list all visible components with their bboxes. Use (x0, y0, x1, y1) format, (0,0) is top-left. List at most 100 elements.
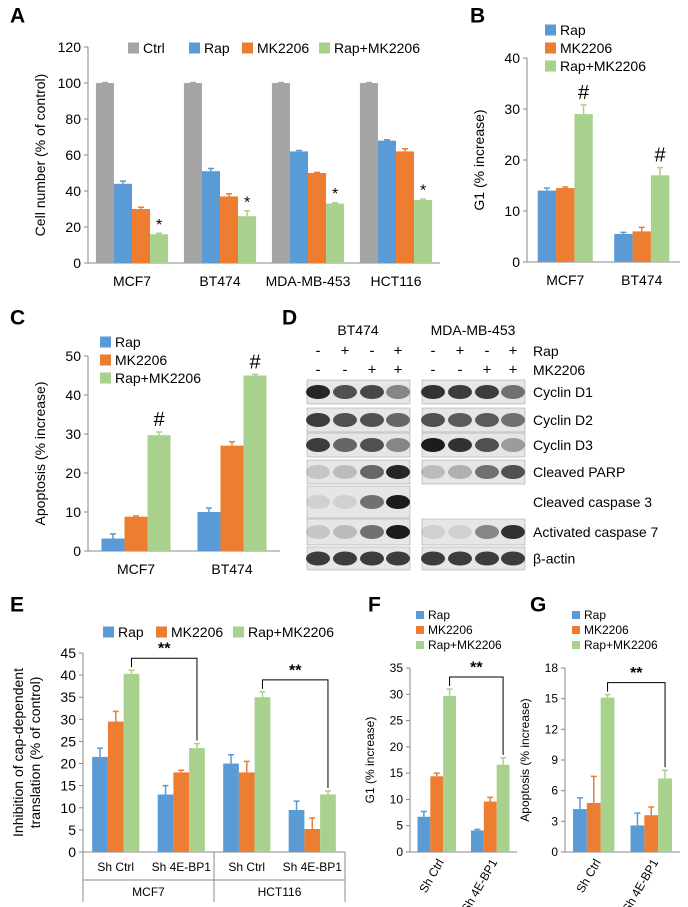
error-bar (590, 775, 597, 803)
bar (101, 538, 125, 551)
error-bar (205, 507, 212, 512)
y-tick-label: 0 (551, 845, 558, 859)
significance-mark: # (655, 145, 667, 167)
legend-label: Rap+MK2206 (115, 370, 201, 386)
x-tick-label: Sh 4E-BP1 (620, 856, 662, 907)
bar (189, 748, 205, 852)
treatment-sign: + (368, 362, 377, 379)
blot-band (360, 495, 384, 509)
blot-band (386, 465, 410, 479)
blot-band (386, 413, 410, 427)
y-tick-label: 20 (390, 740, 404, 754)
bar (173, 772, 190, 852)
legend-swatch (233, 626, 244, 638)
error-bar (193, 742, 200, 749)
error-bar (252, 373, 259, 376)
blot-band (333, 495, 357, 509)
blot-band (421, 385, 445, 399)
blot-band (421, 465, 445, 479)
blot-band (475, 438, 499, 452)
protein-label: Cyclin D2 (533, 412, 593, 428)
error-bar (433, 772, 440, 777)
bracket (449, 676, 504, 755)
blot-band (421, 525, 445, 539)
error-bar (604, 693, 611, 698)
protein-label: Activated caspase 7 (533, 524, 659, 540)
legend-swatch (242, 42, 253, 54)
error-bar (243, 760, 250, 773)
cell-line-label: MDA-MB-453 (431, 322, 516, 338)
error-bar (620, 231, 627, 234)
error-bar (474, 828, 481, 831)
bar (600, 697, 615, 852)
bar (537, 190, 557, 262)
bar (586, 802, 601, 852)
legend-label: Rap+MK2206 (428, 638, 502, 652)
y-tick-label: 20 (60, 756, 76, 772)
bar (556, 188, 575, 262)
error-bar (101, 81, 108, 84)
legend-swatch (416, 641, 424, 649)
treatment-label: Rap (533, 343, 559, 359)
blot-band (386, 525, 410, 539)
y-tick-label: 20 (504, 152, 520, 168)
blot-band (475, 385, 499, 399)
panel-label: A (10, 5, 25, 28)
error-bar (332, 201, 339, 204)
blot-band (501, 413, 525, 427)
y-tick-label: 60 (65, 147, 81, 163)
y-tick-label: 0 (73, 255, 81, 271)
y-tick-label: 40 (504, 50, 520, 66)
error-bar (226, 192, 233, 197)
legend-swatch (572, 611, 580, 619)
protein-label: Cyclin D3 (533, 437, 593, 453)
error-bar (295, 149, 302, 152)
error-bar (657, 166, 664, 176)
y-tick-label: 40 (65, 183, 81, 199)
bar (632, 231, 651, 262)
error-bar (156, 232, 163, 235)
legend-label: Rap+MK2206 (584, 638, 658, 652)
y-axis-label: Apoptosis (% increase) (518, 698, 532, 821)
legend-swatch (189, 42, 200, 54)
error-bar (580, 104, 587, 115)
error-bar (634, 812, 641, 826)
protein-label: Cyclin D1 (533, 384, 593, 400)
y-tick-label: 15 (390, 766, 404, 780)
x-tick-label: Sh Ctrl (416, 857, 446, 896)
bar (430, 776, 444, 852)
error-bar (562, 186, 569, 189)
bar (243, 375, 267, 551)
error-bar (189, 81, 196, 84)
error-bar (314, 171, 321, 174)
bar (183, 83, 202, 263)
legend-swatch (100, 372, 111, 384)
error-bar (228, 753, 235, 764)
y-tick-label: 50 (65, 348, 81, 364)
blot-band (306, 385, 330, 399)
error-bar (128, 669, 135, 674)
treatment-sign: + (394, 362, 403, 379)
bar (574, 114, 593, 262)
legend-label: Rap (204, 40, 230, 56)
treatment-sign: - (485, 343, 490, 360)
significance-mark: # (249, 351, 261, 373)
blot-band (333, 525, 357, 539)
bar (124, 516, 148, 551)
error-bar (365, 81, 372, 84)
legend-swatch (545, 24, 556, 36)
error-bar (638, 226, 645, 232)
blot-band (448, 465, 472, 479)
error-bar (138, 206, 145, 209)
error-bar (259, 691, 266, 698)
error-bar (293, 800, 300, 810)
blot-band (501, 551, 525, 566)
bar (650, 175, 670, 262)
error-bar (119, 180, 126, 184)
x-tick-label: Sh 4E-BP1 (459, 856, 501, 907)
y-tick-label: 10 (390, 792, 404, 806)
treatment-sign: + (394, 343, 403, 360)
blot-band (448, 385, 472, 399)
blot-band (306, 551, 330, 566)
bar (359, 83, 378, 263)
